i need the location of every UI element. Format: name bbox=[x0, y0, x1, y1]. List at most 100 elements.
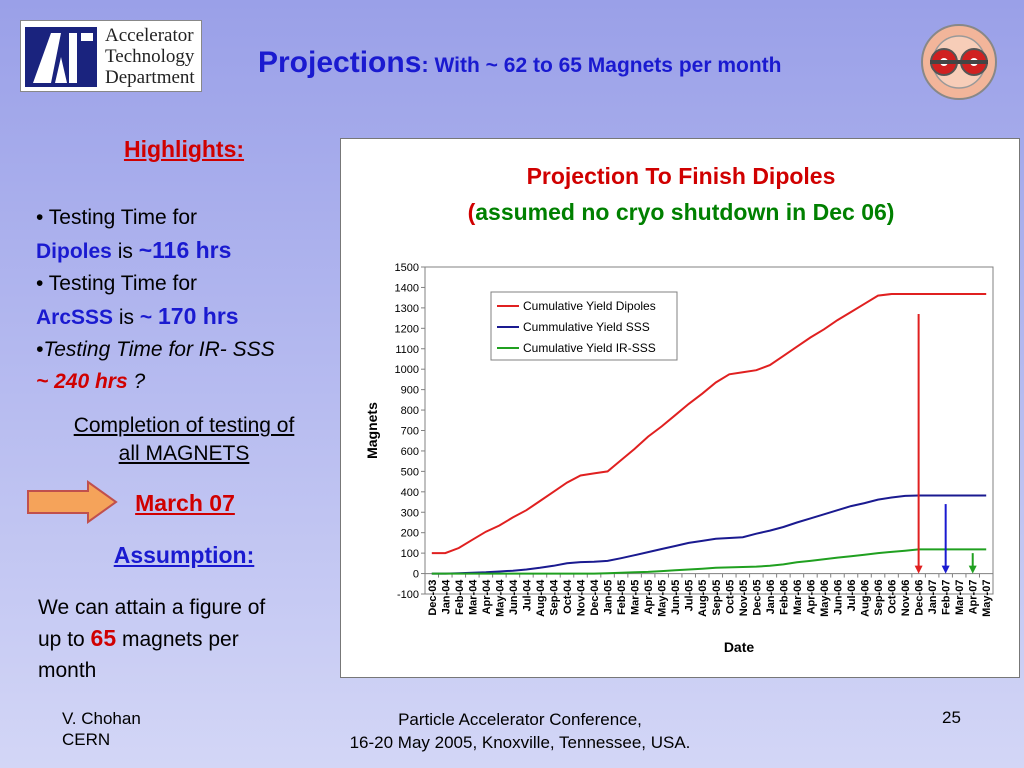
x-tick-label: Aug-05 bbox=[697, 580, 709, 617]
x-tick-label: Oct-05 bbox=[724, 580, 736, 614]
atd-logo: Accelerator Technology Department bbox=[20, 20, 202, 92]
logo-text: Accelerator Technology Department bbox=[105, 25, 195, 88]
x-tick-label: May-04 bbox=[494, 579, 506, 617]
bullet-arcsss: • Testing Time for ArcSSS is ~ 170 hrs bbox=[36, 268, 342, 334]
y-tick-label: 1300 bbox=[395, 303, 419, 315]
y-tick-label: 1200 bbox=[395, 323, 419, 335]
x-tick-label: Jul-05 bbox=[684, 580, 696, 612]
completion-date: March 07 bbox=[135, 490, 235, 516]
x-tick-label: Dec-03 bbox=[427, 580, 439, 616]
right-arrow-icon bbox=[27, 480, 118, 524]
assumption-text: We can attain a figure of up to 65 magne… bbox=[38, 592, 338, 686]
x-tick-label: Nov-06 bbox=[900, 580, 912, 617]
x-tick-label: Oct-04 bbox=[562, 579, 574, 614]
page-number: 25 bbox=[942, 708, 961, 727]
completion-line-2: all MAGNETS bbox=[118, 442, 250, 465]
y-tick-label: 1100 bbox=[395, 344, 419, 356]
series-line-3 bbox=[431, 548, 987, 575]
author-name: V. Chohan bbox=[62, 709, 141, 728]
x-tick-label: May-06 bbox=[819, 580, 831, 617]
legend-label-3: Cumulative Yield IR-SSS bbox=[523, 341, 656, 355]
x-tick-label: Jun-06 bbox=[832, 580, 844, 615]
x-tick-label: Dec-04 bbox=[589, 579, 601, 616]
projection-chart: Projection To Finish Dipoles (assumed no… bbox=[340, 138, 1020, 678]
author-org: CERN bbox=[62, 730, 111, 749]
series-line-2 bbox=[431, 494, 987, 575]
x-tick-label: Jan-07 bbox=[927, 580, 939, 615]
highlights-list: • Testing Time for Dipoles is ~116 hrs •… bbox=[26, 202, 342, 398]
x-tick-label: May-07 bbox=[981, 580, 993, 617]
chart-title: Projection To Finish Dipoles bbox=[526, 163, 836, 189]
x-axis-title: Date bbox=[724, 639, 755, 655]
y-tick-label: 300 bbox=[401, 507, 419, 519]
bullet-dipoles-is: is bbox=[111, 240, 139, 263]
bullet-dipoles: • Testing Time for Dipoles is ~116 hrs bbox=[36, 202, 342, 268]
x-tick-label: Apr-07 bbox=[968, 580, 980, 615]
x-tick-label: Sep-06 bbox=[873, 580, 885, 616]
bullet-arcsss-name: ArcSSS bbox=[36, 306, 114, 329]
y-tick-label: 600 bbox=[401, 446, 419, 458]
bullet-arcsss-tilde: ~ bbox=[139, 306, 158, 329]
bullet-dipoles-value: ~116 hrs bbox=[138, 237, 232, 263]
x-tick-label: Nov-04 bbox=[576, 579, 588, 617]
completion-line-1: Completion of testing of bbox=[73, 414, 295, 437]
assumption-upto: up to bbox=[38, 628, 91, 651]
assumption-heading: Assumption: bbox=[113, 542, 255, 568]
bullet-irsss-label: •Testing Time for IR- SSS bbox=[36, 338, 275, 361]
slide-title-sub: With ~ 62 to 65 Magnets per month bbox=[428, 54, 782, 77]
x-tick-label: Jul-06 bbox=[846, 580, 858, 612]
bullet-arcsss-label: • Testing Time for bbox=[36, 272, 198, 295]
x-tick-label: Apr-06 bbox=[805, 580, 817, 615]
chart-legend bbox=[490, 291, 678, 361]
assumption-line-3: month bbox=[38, 659, 97, 682]
x-tick-label: Dec-05 bbox=[751, 580, 763, 616]
marker-arrowhead-1 bbox=[914, 565, 923, 574]
x-tick-label: Jun-05 bbox=[670, 580, 682, 615]
y-tick-label: 500 bbox=[401, 466, 419, 478]
x-tick-label: Jul-04 bbox=[521, 579, 533, 612]
marker-arrowhead-3 bbox=[968, 565, 977, 574]
slide-title: Projections: With ~ 62 to 65 Magnets per… bbox=[258, 46, 781, 80]
x-tick-label: Mar-04 bbox=[467, 579, 479, 615]
footer-author: V. Chohan CERN bbox=[62, 708, 141, 750]
bullet-irsss-question: ? bbox=[127, 370, 146, 393]
assumption-line-2: up to 65 magnets per bbox=[38, 623, 338, 655]
y-tick-label: 700 bbox=[401, 426, 419, 438]
bullet-dipoles-label: • Testing Time for bbox=[36, 206, 198, 229]
assumption-rate: 65 bbox=[90, 625, 117, 651]
logo-line-2: Technology bbox=[105, 46, 195, 67]
y-tick-label: 400 bbox=[401, 487, 419, 499]
atd-logo-mark bbox=[25, 27, 97, 87]
marker-arrowhead-2 bbox=[941, 565, 950, 574]
y-tick-label: 800 bbox=[401, 405, 419, 417]
bullet-irsss-value: ~ 240 hrs bbox=[36, 370, 128, 393]
y-tick-label: 900 bbox=[401, 385, 419, 397]
x-tick-label: Feb-07 bbox=[941, 580, 953, 615]
bullet-dipoles-name: Dipoles bbox=[36, 240, 112, 263]
x-tick-label: Feb-04 bbox=[454, 579, 466, 615]
y-tick-label: 100 bbox=[401, 548, 419, 560]
x-tick-label: Sep-05 bbox=[711, 580, 723, 616]
x-tick-label: Jan-06 bbox=[765, 580, 777, 615]
footer-conference: Particle Accelerator Conference, 16-20 M… bbox=[300, 708, 740, 754]
x-tick-label: Sep-04 bbox=[548, 579, 560, 616]
y-tick-label: 200 bbox=[401, 528, 419, 540]
x-tick-label: Apr-05 bbox=[643, 580, 655, 615]
assumption-units: magnets per bbox=[116, 628, 239, 651]
y-tick-label: 0 bbox=[413, 569, 419, 581]
conference-line-2: 16-20 May 2005, Knoxville, Tennessee, US… bbox=[349, 733, 691, 752]
x-tick-label: Aug-04 bbox=[535, 579, 547, 617]
chart-plot: -100 0 100 200 300 400 500 600 700 800 900 1000 1100… bbox=[364, 262, 994, 655]
x-tick-label: May-05 bbox=[657, 580, 669, 617]
y-tick-label: 1000 bbox=[395, 364, 419, 376]
y-tick-label: 1400 bbox=[395, 282, 419, 294]
y-tick-label: -100 bbox=[397, 589, 419, 601]
legend-label-2: Cummulative Yield SSS bbox=[523, 320, 650, 334]
conference-line-1: Particle Accelerator Conference, bbox=[398, 710, 642, 729]
x-tick-label: Mar-07 bbox=[954, 580, 966, 615]
assumption-line-1: We can attain a figure of bbox=[38, 596, 266, 619]
x-tick-label: Feb-05 bbox=[616, 580, 628, 615]
chart-subtitle-paren: ( bbox=[467, 199, 476, 225]
x-tick-label: Apr-04 bbox=[481, 579, 493, 615]
x-tick-label: Oct-06 bbox=[887, 580, 899, 614]
